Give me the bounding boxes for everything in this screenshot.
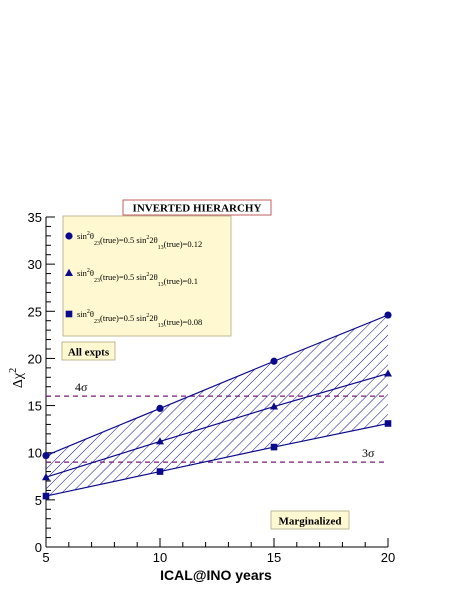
y-axis-label-main: Δχ (11, 372, 26, 388)
legend-label: sin2θ23(true)=0.5 sin22θ13(true)=0.12 (77, 231, 202, 251)
data-point-square (384, 420, 392, 427)
series-line-square (45, 422, 389, 497)
x-tick-label: 15 (267, 550, 281, 565)
y-tick-label: 30 (28, 257, 42, 272)
data-point-circle (156, 404, 164, 412)
marginalized-label: Marginalized (279, 516, 342, 528)
marginalized-annotation: Marginalized (270, 510, 350, 530)
legend-marker-triangle (65, 268, 73, 276)
legend-label: sin2θ23(true)=0.5 sin22θ13(true)=0.1 (77, 268, 198, 288)
y-axis-label-sup: 2 (8, 368, 19, 373)
all-expts-label: All expts (68, 347, 110, 359)
legend: sin2θ23(true)=0.5 sin22θ13(true)=0.12 sin… (62, 215, 232, 337)
legend-marker-circle (65, 232, 73, 240)
chart-title: INVERTED HIERARCHY (133, 203, 262, 215)
series-line-triangle (45, 372, 389, 478)
all-expts-box (61, 341, 116, 361)
x-tick-label: 20 (381, 550, 395, 565)
x-axis-label: ICAL@INO years (160, 567, 272, 583)
x-tick-label: 5 (42, 550, 49, 565)
chart-title-box: INVERTED HIERARCHY (122, 199, 272, 216)
legend-box (62, 215, 232, 337)
y-tick-label: 0 (35, 540, 42, 555)
data-point-triangle (42, 473, 50, 481)
y-tick-label: 5 (35, 493, 42, 508)
data-point-square (42, 492, 50, 500)
y-axis-label: Δχ2 (8, 368, 26, 388)
legend-marker-square (65, 310, 73, 318)
series-group (42, 311, 392, 500)
x-tick-label: 10 (153, 550, 167, 565)
y-tick-label: 10 (28, 446, 42, 461)
y-tick-label: 20 (28, 351, 42, 366)
data-point-square (156, 468, 164, 475)
legend-label: sin2θ23(true)=0.5 sin22θ13(true)=0.08 (77, 309, 202, 329)
reference-lines: 4σ 3σ (46, 380, 388, 463)
data-point-circle (384, 311, 392, 319)
data-point-circle (270, 357, 278, 365)
series-line-circle (45, 314, 389, 457)
title-border (122, 199, 272, 216)
data-point-square (270, 443, 278, 451)
data-point-triangle (156, 437, 164, 445)
reference-label: 4σ (75, 380, 88, 394)
y-tick-label: 25 (28, 304, 42, 319)
data-point-triangle (270, 402, 278, 410)
data-point-triangle (384, 369, 392, 377)
data-point-circle (42, 451, 50, 460)
y-tick-label: 15 (28, 399, 42, 414)
marginalized-box (270, 510, 350, 530)
y-tick-label: 35 (28, 210, 42, 225)
reference-label: 3σ (362, 446, 375, 460)
all-expts-annotation: All expts (61, 341, 116, 361)
